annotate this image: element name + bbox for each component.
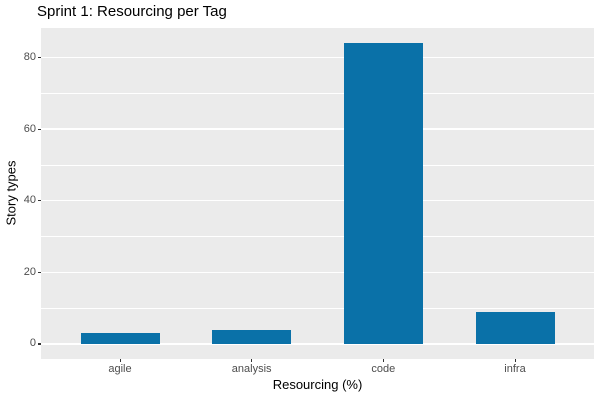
- y-tick-mark: [38, 200, 41, 202]
- x-tick-mark: [382, 359, 384, 362]
- y-axis-title: Story types: [3, 160, 19, 226]
- x-tick-mark: [514, 359, 516, 362]
- gridline-major: [41, 343, 594, 345]
- gridline-minor: [41, 164, 594, 166]
- x-tick-mark: [251, 359, 253, 362]
- x-tick-label: analysis: [231, 363, 272, 375]
- y-tick-label: 80: [23, 50, 36, 63]
- y-tick-mark: [38, 56, 41, 58]
- gridline-major: [41, 271, 594, 273]
- bar-infra: [475, 311, 555, 344]
- gridline-minor: [41, 307, 594, 309]
- y-tick-label: 0: [29, 337, 36, 350]
- plot-panel: [41, 28, 594, 359]
- x-tick-mark: [119, 359, 121, 362]
- gridline-major: [41, 56, 594, 58]
- y-tick-label: 40: [23, 194, 36, 207]
- y-tick-mark: [38, 271, 41, 273]
- y-tick-label: 60: [23, 122, 36, 135]
- x-tick-label: code: [371, 363, 396, 375]
- gridline-major: [41, 200, 594, 202]
- y-tick-mark: [38, 343, 41, 345]
- bar-agile: [80, 333, 160, 344]
- gridline-minor: [41, 236, 594, 237]
- y-tick-mark: [38, 128, 41, 130]
- gridline-major: [41, 128, 594, 130]
- gridline-minor: [41, 92, 594, 94]
- x-axis-title: Resourcing (%): [272, 377, 363, 392]
- bar-analysis: [212, 329, 292, 344]
- x-tick-label: infra: [504, 363, 526, 375]
- x-tick-label: agile: [108, 363, 132, 375]
- chart-title: Sprint 1: Resourcing per Tag: [37, 3, 227, 20]
- y-tick-label: 20: [23, 265, 36, 278]
- bar-code: [343, 43, 423, 344]
